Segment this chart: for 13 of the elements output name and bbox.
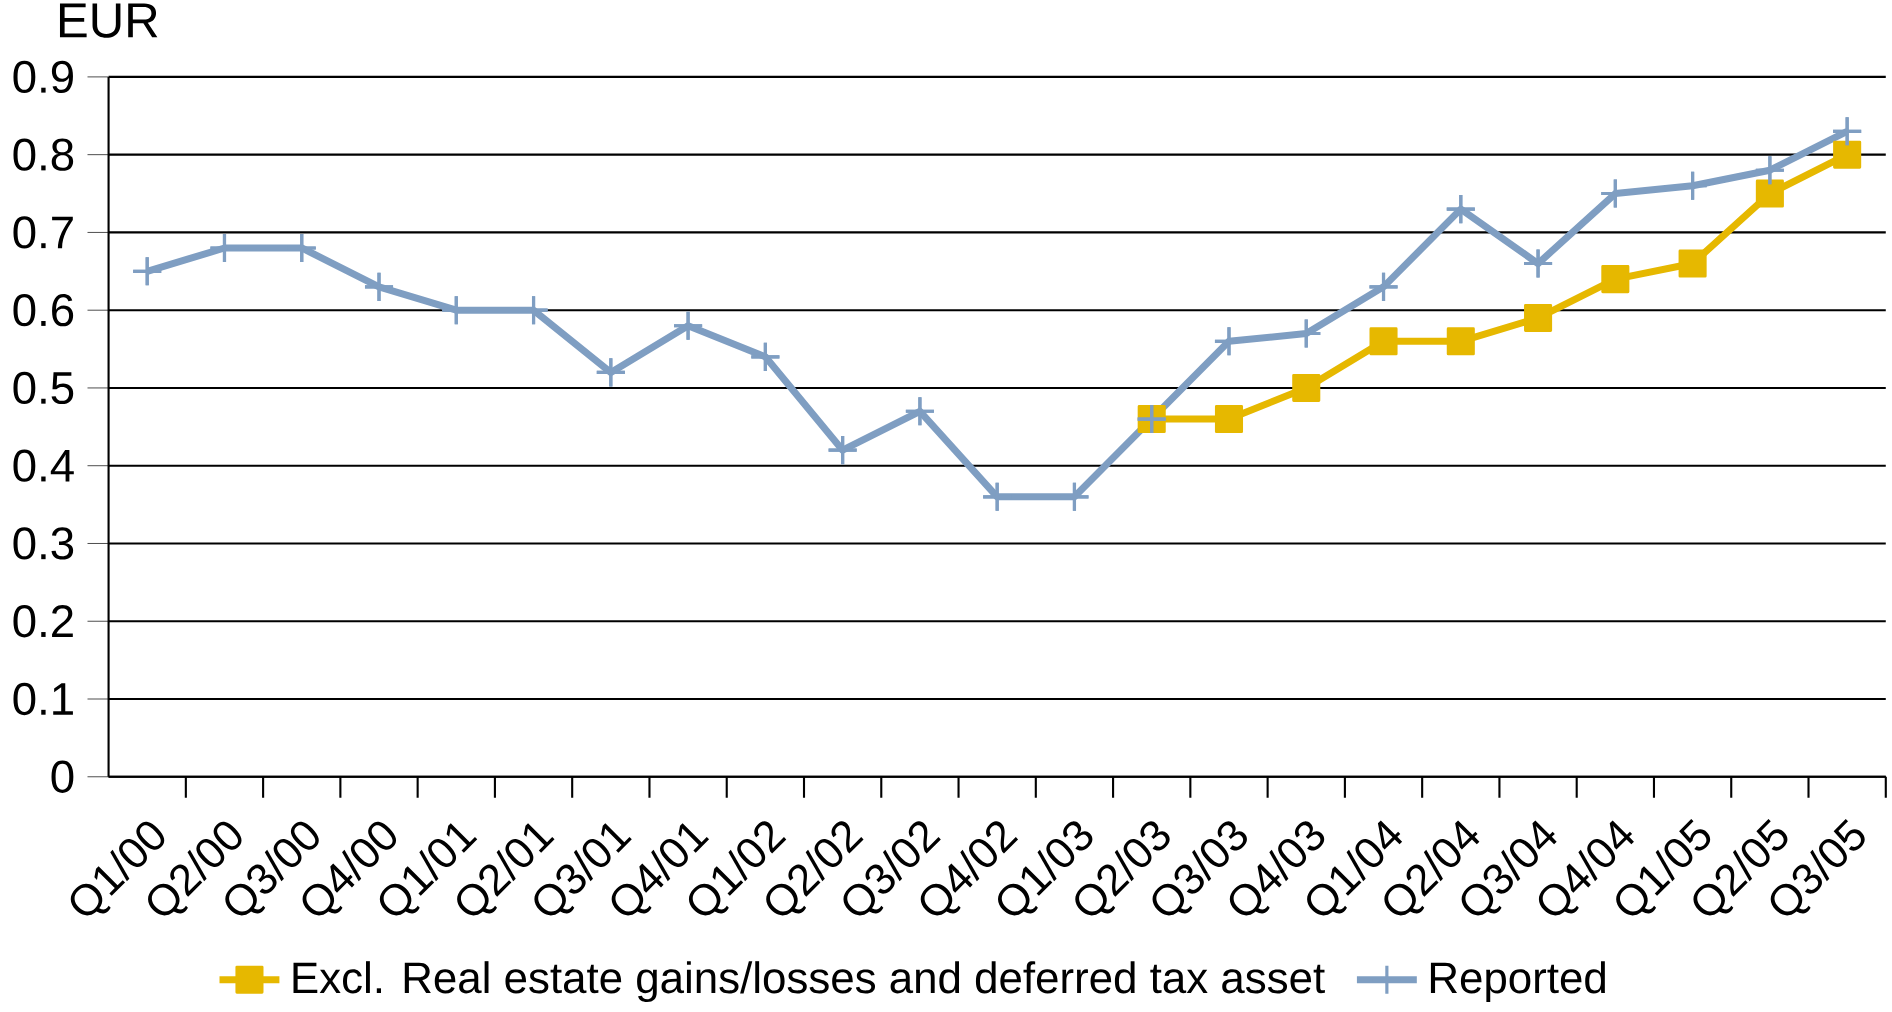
- y-tick-label: 0.8: [13, 138, 74, 171]
- y-tick-label: 0.5: [13, 371, 74, 404]
- legend-label: Reported: [1430, 961, 1605, 1002]
- y-tick-label: 0.1: [13, 682, 73, 716]
- y-tick-label: 0.2: [13, 604, 73, 638]
- y-tick-label: 0: [51, 760, 74, 793]
- y-tick-label: 0.3: [13, 527, 74, 560]
- y-axis-title: EUR: [59, 3, 158, 38]
- legend-label: Excl. Real estate gains/losses and deferred tax asset: [293, 961, 1325, 1002]
- y-tick-label: 0.9: [13, 60, 73, 93]
- y-tick-label: 0.7: [13, 216, 73, 249]
- y-tick-label: 0.6: [13, 293, 74, 327]
- y-tick-label: 0.4: [13, 449, 74, 482]
